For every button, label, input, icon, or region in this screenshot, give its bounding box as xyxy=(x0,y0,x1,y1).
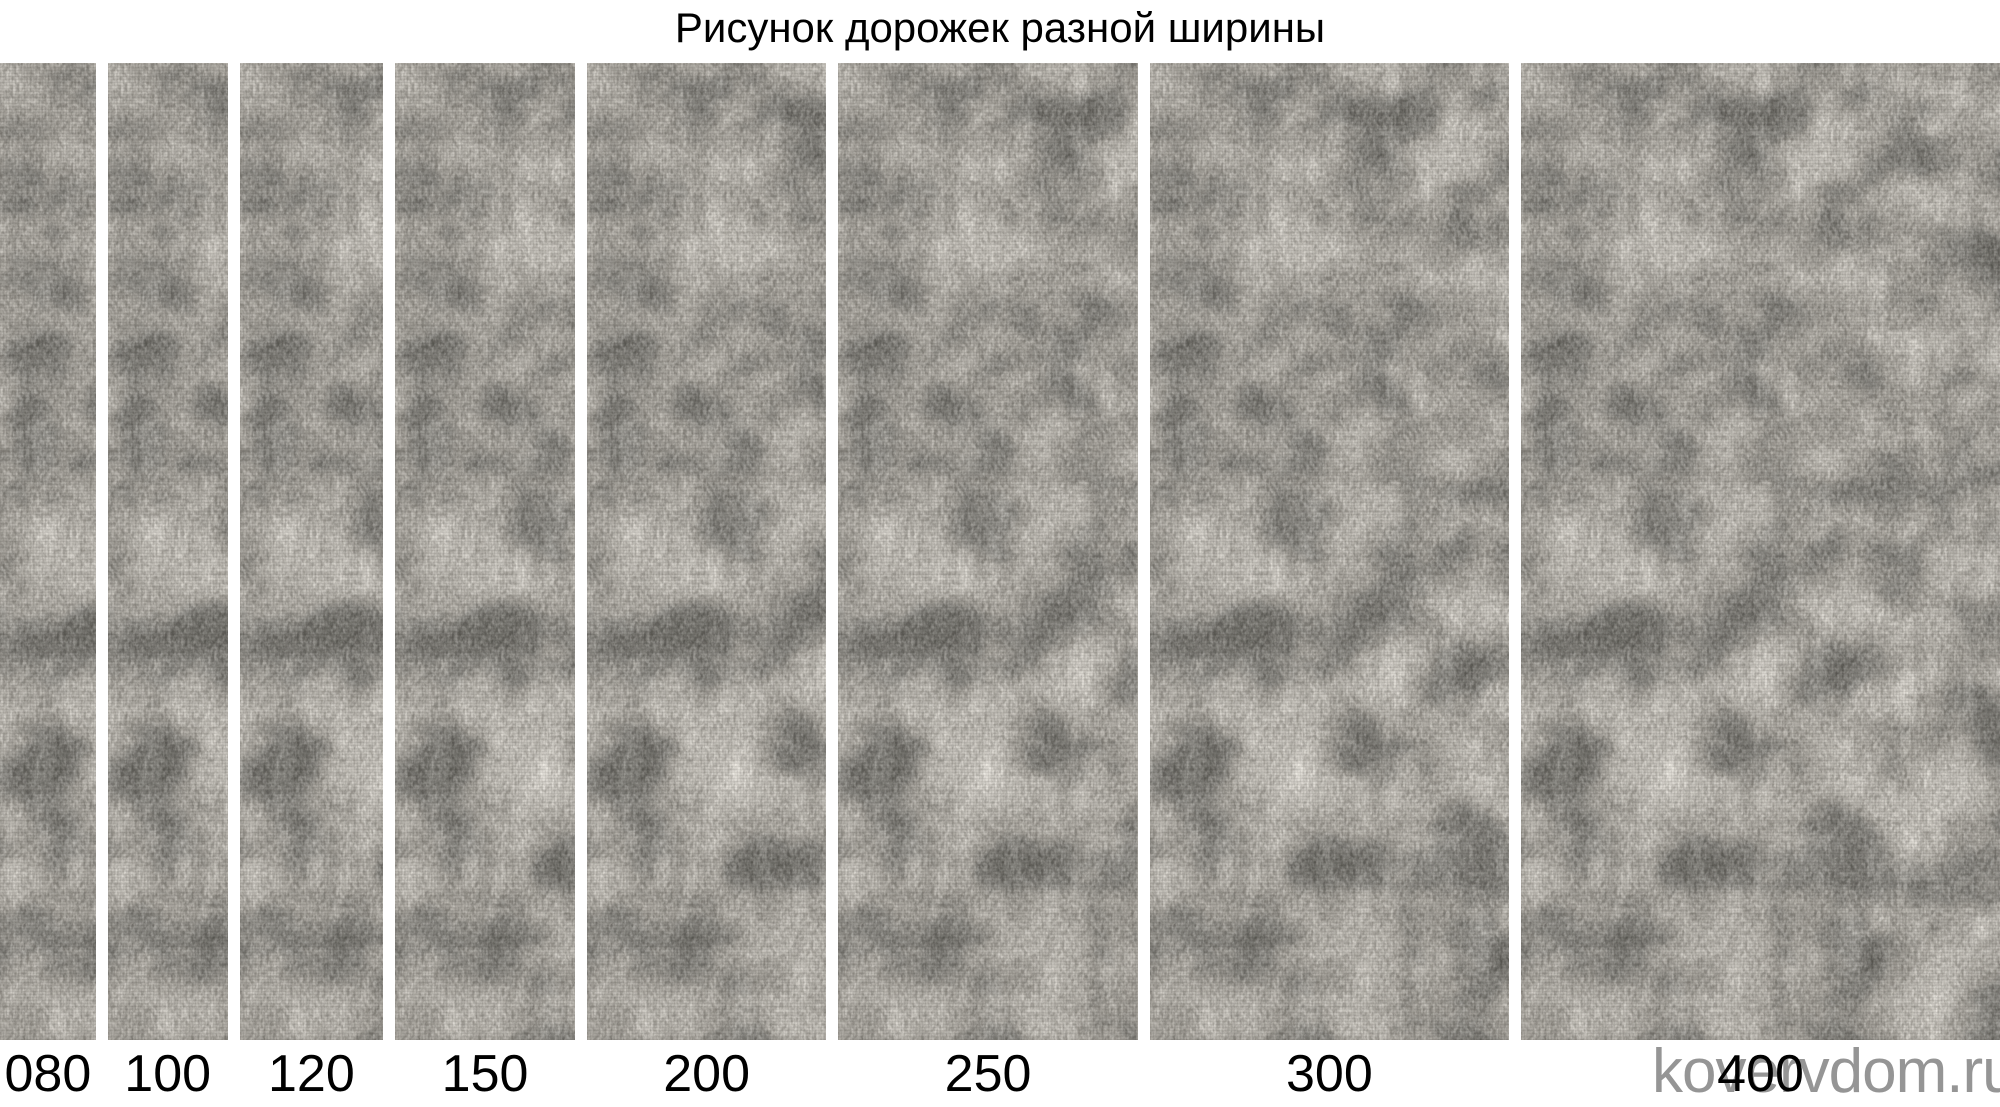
watermark: kovervdom.ru xyxy=(1652,1037,2000,1106)
runner-strip xyxy=(1521,63,2000,1040)
runner-strip xyxy=(0,63,96,1040)
runner-width-label: 080 xyxy=(4,1045,92,1103)
runner-width-label: 300 xyxy=(1285,1045,1373,1103)
carpet-texture xyxy=(239,63,384,1040)
runner-width-label: 400 xyxy=(1717,1045,1804,1103)
carpet-texture xyxy=(107,63,228,1040)
runner-width-label: 250 xyxy=(944,1045,1032,1103)
carpet-texture xyxy=(586,63,827,1040)
runner-width-label: 200 xyxy=(663,1045,751,1103)
runner-width-label: 150 xyxy=(441,1045,529,1103)
runner-strip xyxy=(838,63,1138,1040)
runner-width-label: 120 xyxy=(268,1045,355,1103)
carpet-texture xyxy=(1521,63,2000,1040)
runner-strip xyxy=(239,63,384,1040)
runner-strip xyxy=(107,63,228,1040)
carpet-texture xyxy=(1149,63,1509,1040)
runner-strip xyxy=(395,63,575,1040)
runner-width-label: 100 xyxy=(124,1045,212,1103)
runner-strip xyxy=(586,63,827,1040)
page-title: Рисунок дорожек разной ширины xyxy=(674,4,1326,51)
carpet-texture xyxy=(0,63,96,1040)
runner-strip xyxy=(1149,63,1509,1040)
carpet-texture xyxy=(838,63,1138,1040)
carpet-texture xyxy=(395,63,575,1040)
